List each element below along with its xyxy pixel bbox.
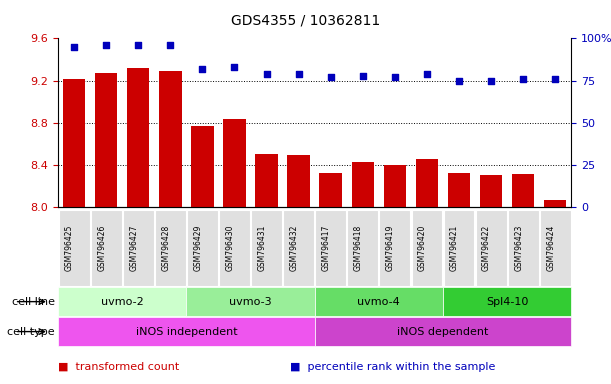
- Bar: [448, 172, 470, 207]
- Text: GSM796418: GSM796418: [354, 225, 363, 271]
- Point: [358, 73, 368, 79]
- Point: [518, 76, 528, 82]
- Bar: [512, 174, 535, 207]
- Text: ■  percentile rank within the sample: ■ percentile rank within the sample: [290, 362, 496, 372]
- Text: GSM796421: GSM796421: [450, 225, 459, 271]
- Text: ■  transformed count: ■ transformed count: [58, 362, 179, 372]
- Point: [294, 71, 304, 77]
- Text: GSM796420: GSM796420: [418, 225, 427, 271]
- Text: Spl4-10: Spl4-10: [486, 296, 529, 307]
- Text: GSM796432: GSM796432: [290, 225, 299, 271]
- Point: [230, 64, 240, 70]
- Text: GSM796424: GSM796424: [546, 225, 555, 271]
- Text: GSM796419: GSM796419: [386, 225, 395, 271]
- Text: uvmo-2: uvmo-2: [101, 296, 144, 307]
- Bar: [63, 78, 86, 207]
- Text: GSM796422: GSM796422: [482, 225, 491, 271]
- Text: GSM796417: GSM796417: [322, 225, 331, 271]
- Text: cell type: cell type: [7, 326, 55, 337]
- Text: iNOS dependent: iNOS dependent: [397, 326, 489, 337]
- Point: [69, 44, 79, 50]
- Text: GSM796426: GSM796426: [97, 225, 106, 271]
- Bar: [351, 162, 374, 207]
- Bar: [255, 154, 278, 207]
- Point: [166, 42, 175, 48]
- Bar: [544, 200, 566, 207]
- Point: [197, 66, 207, 72]
- Bar: [223, 119, 246, 207]
- Point: [486, 78, 496, 84]
- Bar: [415, 159, 438, 207]
- Bar: [95, 73, 117, 207]
- Point: [133, 42, 143, 48]
- Bar: [384, 165, 406, 207]
- Point: [326, 74, 335, 80]
- Text: uvmo-3: uvmo-3: [229, 296, 272, 307]
- Point: [390, 74, 400, 80]
- Bar: [287, 155, 310, 207]
- Text: GSM796428: GSM796428: [161, 225, 170, 271]
- Text: GSM796425: GSM796425: [65, 225, 74, 271]
- Point: [454, 78, 464, 84]
- Text: GSM796423: GSM796423: [514, 225, 523, 271]
- Text: iNOS independent: iNOS independent: [136, 326, 237, 337]
- Text: GSM796427: GSM796427: [130, 225, 138, 271]
- Bar: [480, 175, 502, 207]
- Point: [422, 71, 432, 77]
- Bar: [159, 71, 181, 207]
- Bar: [191, 126, 214, 207]
- Bar: [127, 68, 150, 207]
- Bar: [320, 172, 342, 207]
- Point: [262, 71, 271, 77]
- Text: GDS4355 / 10362811: GDS4355 / 10362811: [231, 13, 380, 27]
- Point: [101, 42, 111, 48]
- Text: uvmo-4: uvmo-4: [357, 296, 400, 307]
- Text: GSM796429: GSM796429: [194, 225, 202, 271]
- Text: GSM796431: GSM796431: [258, 225, 266, 271]
- Text: cell line: cell line: [12, 296, 55, 307]
- Text: GSM796430: GSM796430: [225, 224, 235, 271]
- Point: [551, 76, 560, 82]
